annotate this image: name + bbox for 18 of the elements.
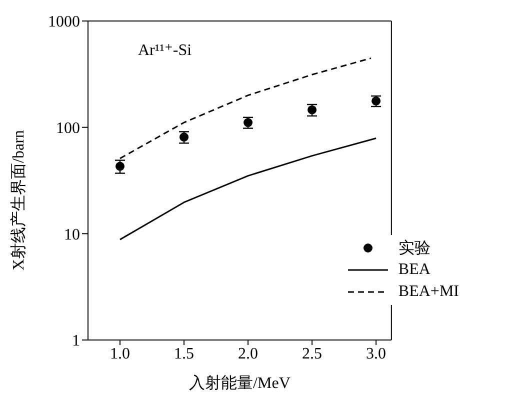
x-tick-label: 2.5 (302, 345, 322, 362)
point (115, 162, 125, 171)
x-tick-label: 1.5 (174, 345, 194, 362)
y-tick-label: 10 (64, 226, 80, 244)
y-tick-label: 100 (56, 120, 80, 138)
y-axis-title: X射线产生界面/barn (10, 130, 28, 270)
legend-label: 实验 (398, 238, 430, 258)
y-tick-label: 1 (72, 332, 80, 350)
x-tick-label: 2.0 (238, 345, 258, 362)
x-tick-label: 1.0 (110, 345, 130, 362)
y-tick-label: 1000 (48, 14, 80, 31)
legend-label: BEA+MI (398, 283, 459, 301)
line-series (119, 137, 377, 240)
legend-label: BEA (398, 261, 430, 279)
annotation: Ar¹¹⁺-Si (138, 41, 192, 60)
point (308, 105, 317, 114)
x-tick-label: 3.0 (366, 345, 386, 362)
x-axis-title: 入射能量/MeV (189, 374, 291, 392)
